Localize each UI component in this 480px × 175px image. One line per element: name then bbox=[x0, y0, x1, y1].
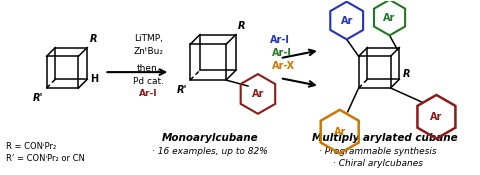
Text: H: H bbox=[90, 74, 98, 84]
Text: R: R bbox=[238, 20, 245, 31]
Text: Ar-I: Ar-I bbox=[272, 48, 292, 58]
Text: Ar: Ar bbox=[384, 13, 396, 23]
Text: Ar: Ar bbox=[252, 89, 264, 99]
Text: R’ = CONⁱPr₂ or CN: R’ = CONⁱPr₂ or CN bbox=[6, 155, 84, 163]
Text: Ar-I: Ar-I bbox=[139, 89, 157, 99]
Text: R: R bbox=[90, 34, 98, 44]
Text: LiTMP,: LiTMP, bbox=[134, 34, 163, 43]
Text: · 16 examples, up to 82%: · 16 examples, up to 82% bbox=[152, 146, 268, 156]
Text: Pd cat.: Pd cat. bbox=[133, 76, 164, 86]
Text: · Programmable synthesis: · Programmable synthesis bbox=[319, 146, 436, 156]
Text: Ar: Ar bbox=[334, 127, 346, 137]
Text: then,: then, bbox=[136, 64, 160, 73]
Text: Ar-I: Ar-I bbox=[270, 35, 290, 45]
Text: · Chiral arylcubanes: · Chiral arylcubanes bbox=[333, 159, 422, 168]
Text: Multiply arylated cubane: Multiply arylated cubane bbox=[312, 133, 457, 143]
Text: ZnᵗBu₂: ZnᵗBu₂ bbox=[133, 47, 163, 56]
Text: R = CONⁱPr₂: R = CONⁱPr₂ bbox=[6, 142, 56, 150]
Text: R: R bbox=[402, 69, 410, 79]
Text: Ar: Ar bbox=[430, 112, 443, 122]
Text: Ar-X: Ar-X bbox=[272, 61, 295, 71]
Text: Monoarylcubane: Monoarylcubane bbox=[162, 133, 258, 143]
Text: Ar: Ar bbox=[340, 16, 353, 26]
Text: R': R' bbox=[177, 85, 187, 95]
Text: R': R' bbox=[33, 93, 44, 103]
